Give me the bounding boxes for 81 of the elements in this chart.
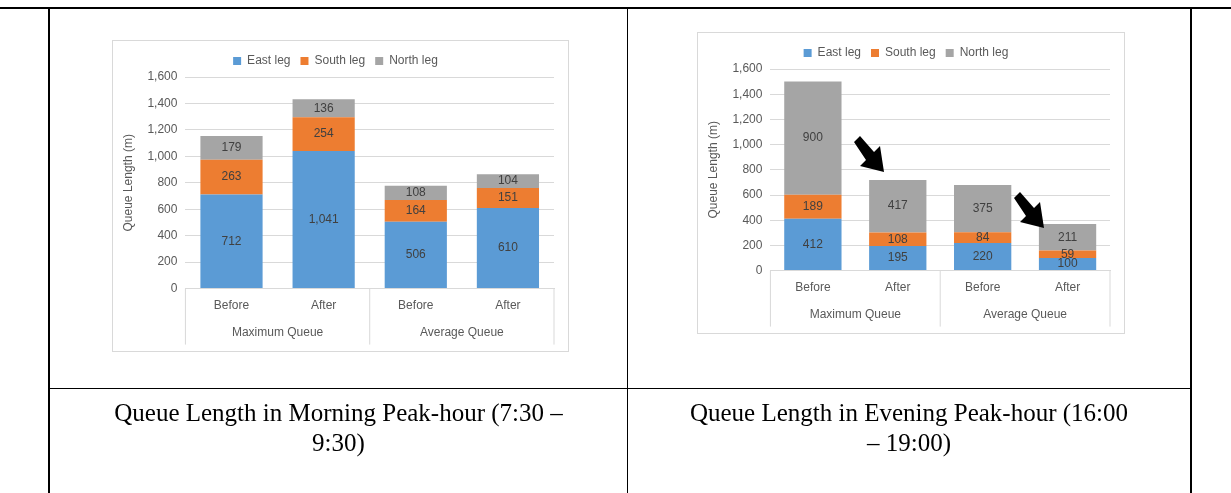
x-tick-label: After: [495, 298, 521, 313]
text: Maximum Queue: [231, 324, 324, 339]
y-axis-title: Queue Length (m): [120, 134, 135, 232]
bar: [292, 99, 355, 118]
data-label: 610: [497, 240, 519, 255]
data-label: 417: [887, 198, 909, 213]
x-tick-label: Before: [398, 298, 434, 313]
text: Average Queue: [983, 306, 1068, 321]
x-tick-label: Before: [795, 280, 831, 295]
x-tick-label: After: [885, 280, 911, 295]
y-tick-label: 400: [742, 212, 763, 227]
data-label: 84: [975, 229, 990, 244]
y-tick-label: 800: [742, 162, 763, 177]
y-tick-label: 1,400: [147, 95, 178, 110]
y-tick-label: 1,200: [732, 111, 763, 126]
y-tick-label: 1,600: [147, 69, 178, 84]
data-label: 1,041: [308, 211, 339, 226]
y-tick-label: 400: [157, 228, 178, 243]
data-label: 211: [1057, 229, 1078, 244]
bar: [476, 187, 540, 208]
bar: [954, 242, 1012, 271]
bar: [200, 194, 263, 289]
y-tick-label: 1,200: [147, 122, 178, 137]
bar: [954, 232, 1012, 243]
y-tick-label: 200: [157, 254, 178, 269]
y-tick-label: 0: [170, 280, 178, 295]
x-tick-label: After: [310, 298, 337, 313]
legend-label: South leg: [884, 45, 936, 60]
legend-label: East leg: [817, 45, 861, 60]
y-tick-label: 200: [742, 237, 763, 252]
y-tick-label: 1,000: [147, 148, 178, 163]
y-tick-label: 800: [157, 175, 178, 190]
legend-label: East leg: [247, 53, 291, 68]
bar: [476, 207, 540, 289]
y-tick-label: 600: [742, 187, 763, 202]
text: Maximum Queue: [809, 306, 902, 321]
legend-label: South leg: [314, 53, 366, 68]
text: Queue Length in Morning Peak-hour (7:30 – 9:30): [113, 398, 564, 458]
legend-label: North leg: [959, 45, 1009, 60]
bar: [384, 221, 447, 289]
data-label: 104: [497, 173, 519, 188]
y-tick-label: 1,000: [732, 136, 763, 151]
y-tick-label: 600: [157, 201, 178, 216]
x-tick-label: Before: [213, 298, 250, 313]
data-label: 712: [221, 233, 242, 248]
y-tick-label: 1,400: [732, 86, 763, 101]
bar: [784, 194, 842, 219]
data-label: 100: [1057, 256, 1078, 271]
data-label: 108: [887, 231, 909, 246]
data-label: 179: [221, 140, 242, 155]
bar: [200, 135, 263, 160]
data-label: 136: [313, 100, 334, 115]
bar: [869, 246, 927, 271]
legend-label: North leg: [389, 53, 438, 68]
text: Queue Length in Evening Peak-hour (16:00 – 19:00): [688, 398, 1130, 458]
data-label: 263: [221, 169, 242, 184]
bar: [784, 218, 842, 271]
data-label: 412: [802, 236, 824, 251]
data-label: 164: [405, 203, 427, 218]
bar: [292, 117, 355, 151]
x-tick-label: Before: [964, 280, 1001, 295]
bar: [384, 199, 447, 222]
data-label: 506: [405, 247, 427, 262]
bar: [292, 150, 355, 289]
data-label: 375: [972, 200, 993, 215]
x-tick-label: After: [1054, 280, 1081, 295]
bar: [1038, 223, 1097, 251]
data-label: 189: [802, 199, 824, 214]
y-tick-label: 0: [755, 262, 763, 277]
data-label: 900: [802, 130, 824, 145]
data-label: 108: [405, 185, 427, 200]
text: Average Queue: [419, 324, 505, 339]
bar: [784, 81, 842, 195]
y-axis-title: Queue Length (m): [705, 121, 720, 219]
data-label: 195: [887, 250, 909, 265]
data-label: 151: [497, 190, 519, 205]
bar: [869, 179, 927, 233]
data-label: 254: [313, 126, 334, 141]
y-tick-label: 1,600: [732, 61, 763, 76]
bar: [200, 159, 263, 195]
data-label: 220: [972, 248, 993, 263]
